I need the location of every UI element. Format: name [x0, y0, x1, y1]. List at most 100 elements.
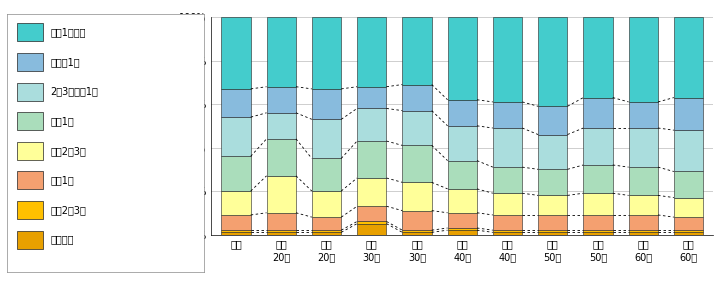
Bar: [493, 193, 522, 215]
Bar: [674, 130, 703, 172]
Bar: [448, 161, 477, 189]
Bar: [628, 102, 658, 128]
Bar: [221, 191, 250, 215]
Bar: [221, 89, 250, 117]
Bar: [357, 141, 387, 178]
Bar: [583, 98, 613, 128]
Bar: [357, 17, 387, 87]
Bar: [221, 156, 250, 191]
Bar: [538, 134, 568, 169]
Bar: [448, 17, 477, 100]
Bar: [221, 230, 250, 232]
Bar: [628, 195, 658, 215]
Bar: [266, 17, 296, 87]
FancyBboxPatch shape: [17, 142, 43, 160]
Bar: [312, 119, 341, 158]
Text: 2〜3カ月に1回: 2〜3カ月に1回: [50, 87, 98, 96]
Bar: [493, 102, 522, 128]
Bar: [583, 17, 613, 98]
Bar: [448, 189, 477, 213]
Text: 半年に1回: 半年に1回: [50, 57, 80, 67]
Text: 月に1回: 月に1回: [50, 116, 74, 126]
Bar: [312, 217, 341, 230]
Bar: [266, 213, 296, 230]
Bar: [312, 232, 341, 235]
Bar: [357, 206, 387, 221]
Bar: [583, 215, 613, 230]
Bar: [628, 230, 658, 232]
Bar: [403, 17, 432, 85]
Bar: [266, 230, 296, 232]
Bar: [266, 139, 296, 176]
Bar: [674, 198, 703, 217]
Bar: [674, 98, 703, 130]
Bar: [538, 17, 568, 106]
Bar: [266, 113, 296, 139]
Text: 年に1回以下: 年に1回以下: [50, 27, 86, 37]
Bar: [312, 17, 341, 89]
Bar: [628, 215, 658, 230]
FancyBboxPatch shape: [17, 112, 43, 130]
Bar: [266, 176, 296, 213]
Bar: [493, 230, 522, 232]
Text: ほぼ毎日: ほぼ毎日: [50, 235, 74, 245]
Bar: [403, 230, 432, 232]
Bar: [493, 128, 522, 167]
Bar: [493, 215, 522, 230]
Text: 週に2〜3回: 週に2〜3回: [50, 205, 87, 215]
Bar: [628, 17, 658, 102]
Bar: [312, 158, 341, 191]
Bar: [448, 230, 477, 235]
Bar: [628, 167, 658, 195]
Bar: [674, 172, 703, 198]
Bar: [493, 17, 522, 102]
Bar: [674, 17, 703, 98]
Bar: [674, 232, 703, 235]
FancyBboxPatch shape: [17, 201, 43, 219]
FancyBboxPatch shape: [17, 82, 43, 100]
Bar: [583, 230, 613, 232]
Bar: [674, 217, 703, 230]
Bar: [221, 17, 250, 89]
Bar: [493, 232, 522, 235]
Text: 週に1回: 週に1回: [50, 175, 74, 185]
FancyBboxPatch shape: [17, 231, 43, 249]
Bar: [266, 232, 296, 235]
Bar: [403, 145, 432, 182]
Bar: [221, 215, 250, 230]
Bar: [403, 111, 432, 145]
FancyBboxPatch shape: [17, 53, 43, 71]
FancyBboxPatch shape: [17, 171, 43, 189]
Bar: [221, 232, 250, 235]
Bar: [538, 169, 568, 195]
Bar: [583, 193, 613, 215]
Bar: [357, 108, 387, 141]
Bar: [448, 228, 477, 230]
Bar: [403, 232, 432, 235]
Bar: [538, 232, 568, 235]
Bar: [403, 182, 432, 210]
Bar: [357, 221, 387, 224]
Bar: [357, 178, 387, 206]
Bar: [538, 106, 568, 134]
Bar: [221, 117, 250, 156]
Bar: [583, 165, 613, 193]
Bar: [493, 167, 522, 193]
Bar: [583, 128, 613, 165]
Bar: [357, 87, 387, 108]
Bar: [538, 195, 568, 215]
Bar: [357, 224, 387, 235]
Bar: [538, 215, 568, 230]
FancyBboxPatch shape: [17, 23, 43, 41]
Bar: [448, 100, 477, 126]
Bar: [312, 89, 341, 119]
Bar: [448, 126, 477, 161]
Bar: [403, 85, 432, 111]
Text: 月に2〜3回: 月に2〜3回: [50, 146, 87, 156]
Bar: [538, 230, 568, 232]
Bar: [403, 210, 432, 230]
Bar: [266, 87, 296, 113]
Bar: [628, 232, 658, 235]
Bar: [628, 128, 658, 167]
Bar: [312, 230, 341, 232]
